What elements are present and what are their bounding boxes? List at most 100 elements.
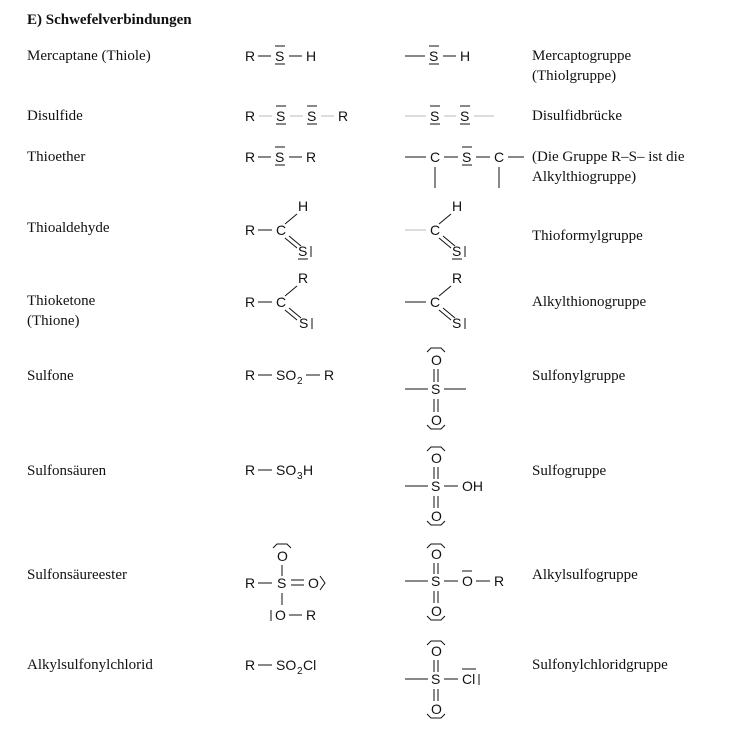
atom-o: O (277, 548, 288, 564)
subscript-3: 3 (297, 471, 303, 482)
atom-r: R (298, 270, 308, 286)
group-name-thiol: (Thiolgruppe) (532, 68, 617, 84)
formula-sulfone: R SO 2 R (245, 367, 334, 387)
group-name-alkylthiono: Alkylthionogruppe (532, 294, 647, 310)
formula-alkylsulfonylchlorid: R SO 2 Cl (245, 657, 316, 677)
group-disulfide: S S (405, 105, 494, 125)
compound-name-disulfide: Disulfide (27, 108, 83, 124)
atom-r: R (452, 270, 462, 286)
formula-thioketone: R C R S (245, 270, 313, 331)
compound-name-thioaldehyde: Thioaldehyde (27, 220, 110, 236)
atom-o: O (431, 643, 442, 659)
atom-r: R (306, 149, 316, 165)
atom-c: C (494, 149, 504, 165)
compound-name-alkylsulfonylchlorid: Alkylsulfonylchlorid (27, 657, 153, 673)
atom-r: R (245, 222, 255, 238)
atom-cl: Cl (462, 671, 475, 687)
atom-o: O (431, 546, 442, 562)
atom-h: H (303, 462, 313, 478)
compound-name-sulfonsaeuren: Sulfonsäuren (27, 463, 107, 479)
formula-thioether: R S R (245, 146, 316, 166)
group-alkylsulfo: O S O R O (405, 543, 504, 621)
atom-s: S (452, 243, 461, 259)
group-alkylthiono: C R S (405, 270, 466, 331)
atom-s: S (462, 149, 471, 165)
atom-o: O (431, 412, 442, 428)
atom-s: S (431, 671, 440, 687)
atom-o: O (431, 352, 442, 368)
atom-r: R (245, 575, 255, 591)
atom-r: R (306, 607, 316, 623)
atom-s: S (431, 381, 440, 397)
atom-r: R (338, 108, 348, 124)
atom-c: C (430, 149, 440, 165)
atom-s: S (275, 149, 284, 165)
atom-s: S (452, 315, 461, 331)
atom-o: O (431, 508, 442, 524)
group-thioether: C S C (405, 146, 524, 188)
compound-name-mercaptane: Mercaptane (Thiole) (27, 48, 151, 64)
group-name-mercapto: Mercaptogruppe (532, 48, 632, 64)
atom-c: C (276, 222, 286, 238)
formula-sulfonsaeure: R SO 3 H (245, 462, 313, 482)
group-name-alkylthio: Alkylthiogruppe) (532, 169, 637, 185)
atom-h: H (452, 198, 462, 214)
compound-name-thione: (Thione) (27, 313, 80, 329)
atom-oh: OH (462, 478, 483, 494)
compound-name-thioketone: Thioketone (27, 293, 96, 309)
atom-c: C (430, 222, 440, 238)
group-sulfonylchlorid: O S Cl O (405, 640, 480, 719)
group-name-disulfide: Disulfidbrücke (532, 108, 622, 124)
atom-so: SO (276, 462, 296, 478)
atom-s: S (275, 48, 284, 64)
compound-name-sulfone: Sulfone (27, 368, 74, 384)
atom-c: C (276, 294, 286, 310)
formula-sulfonsaeureester: O R S O O R (245, 543, 326, 623)
compound-name-sulfonsaeureester: Sulfonsäureester (27, 567, 127, 583)
atom-s: S (307, 108, 316, 124)
subscript-2: 2 (297, 666, 303, 677)
atom-s: S (298, 243, 307, 259)
group-name-sulfonylchlorid: Sulfonylchloridgruppe (532, 657, 668, 673)
atom-h: H (306, 48, 316, 64)
atom-r: R (245, 367, 255, 383)
group-sulfo: O S OH O (405, 446, 483, 526)
atom-r: R (245, 294, 255, 310)
atom-o: O (275, 607, 286, 623)
atom-r: R (245, 108, 255, 124)
atom-s: S (276, 108, 285, 124)
atom-o: O (308, 575, 319, 591)
formula-disulfide: R S S R (245, 105, 348, 125)
group-name-thioether: (Die Gruppe R–S– ist die (532, 149, 685, 165)
atom-r: R (494, 573, 504, 589)
atom-cl: Cl (303, 657, 316, 673)
group-sulfonyl: O S O (405, 347, 466, 430)
atom-so: SO (276, 657, 296, 673)
atom-h: H (298, 198, 308, 214)
group-name-sulfo: Sulfogruppe (532, 463, 607, 479)
atom-r: R (245, 149, 255, 165)
atom-s: S (430, 108, 439, 124)
group-thioformyl: C H S (405, 198, 466, 260)
atom-s: S (429, 48, 438, 64)
atom-s: S (460, 108, 469, 124)
group-name-alkylsulfo: Alkylsulfogruppe (532, 567, 638, 583)
atom-r: R (245, 657, 255, 673)
group-name-thioformyl: Thioformylgruppe (532, 228, 643, 244)
atom-o: O (431, 603, 442, 619)
subscript-2: 2 (297, 376, 303, 387)
section-title: E) Schwefelverbindungen (27, 12, 192, 28)
atom-r: R (245, 48, 255, 64)
atom-s: S (277, 575, 286, 591)
compound-name-thioether: Thioether (27, 149, 86, 165)
group-name-sulfonyl: Sulfonylgruppe (532, 368, 626, 384)
atom-s: S (431, 573, 440, 589)
atom-so: SO (276, 367, 296, 383)
atom-r: R (245, 462, 255, 478)
atom-r: R (324, 367, 334, 383)
atom-s: S (431, 478, 440, 494)
formula-mercaptan: R S H (245, 45, 316, 65)
formula-thioaldehyde: R C H S (245, 198, 312, 260)
group-mercapto: S H (405, 45, 470, 65)
